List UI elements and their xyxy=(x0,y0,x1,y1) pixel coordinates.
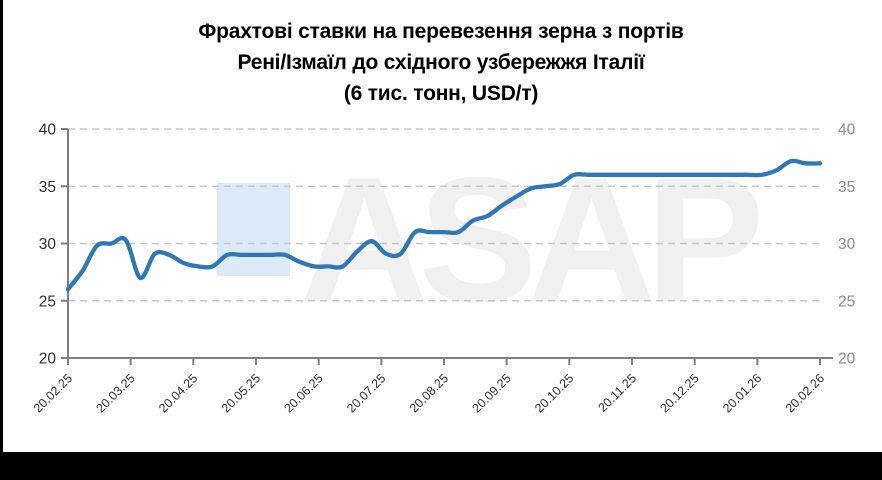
chart-title: Фрахтові ставки на перевезення зерна з п… xyxy=(0,16,882,109)
watermark-logo-square xyxy=(217,183,290,276)
x-axis-label: 20.06.25 xyxy=(281,371,325,415)
y-axis-label-left: 40 xyxy=(39,122,57,139)
y-axis-label-left: 25 xyxy=(39,293,56,310)
chart-title-line-3: (6 тис. тонн, USD/т) xyxy=(343,82,539,105)
x-axis-label: 20.01.26 xyxy=(720,371,764,415)
y-axis-label-right: 20 xyxy=(838,351,856,368)
chart-title-line-2: Рені/Ізмаїл до східного узбережжя Італії xyxy=(237,51,645,74)
x-axis-label: 20.12.25 xyxy=(657,371,701,415)
x-axis-label: 20.09.25 xyxy=(469,371,513,415)
y-axis-label-right: 30 xyxy=(838,236,856,253)
y-axis-label-right: 25 xyxy=(838,293,855,310)
x-axis-label: 20.05.25 xyxy=(219,371,263,415)
y-axis-label-left: 20 xyxy=(39,351,57,368)
footer-bar xyxy=(0,452,882,480)
left-edge-line xyxy=(0,0,3,480)
x-axis-label: 20.03.25 xyxy=(93,371,137,415)
chart-title-line-1: Фрахтові ставки на перевезення зерна з п… xyxy=(198,20,684,43)
x-axis-label: 20.08.25 xyxy=(407,371,451,415)
y-axis-label-left: 30 xyxy=(39,236,57,253)
y-axis-label-right: 40 xyxy=(838,122,856,139)
x-axis-label: 20.02.26 xyxy=(783,371,827,415)
x-axis-label: 20.10.25 xyxy=(532,371,576,415)
watermark-logo-text: ASAP xyxy=(300,140,765,339)
y-axis-label-left: 35 xyxy=(39,179,56,196)
freight-rate-line xyxy=(65,158,823,292)
x-axis-label: 20.02.25 xyxy=(31,371,75,415)
x-axis-label: 20.04.25 xyxy=(156,371,200,415)
x-axis-label: 20.07.25 xyxy=(344,371,388,415)
y-axis-label-right: 35 xyxy=(838,179,855,196)
x-axis-label: 20.11.25 xyxy=(595,371,639,415)
